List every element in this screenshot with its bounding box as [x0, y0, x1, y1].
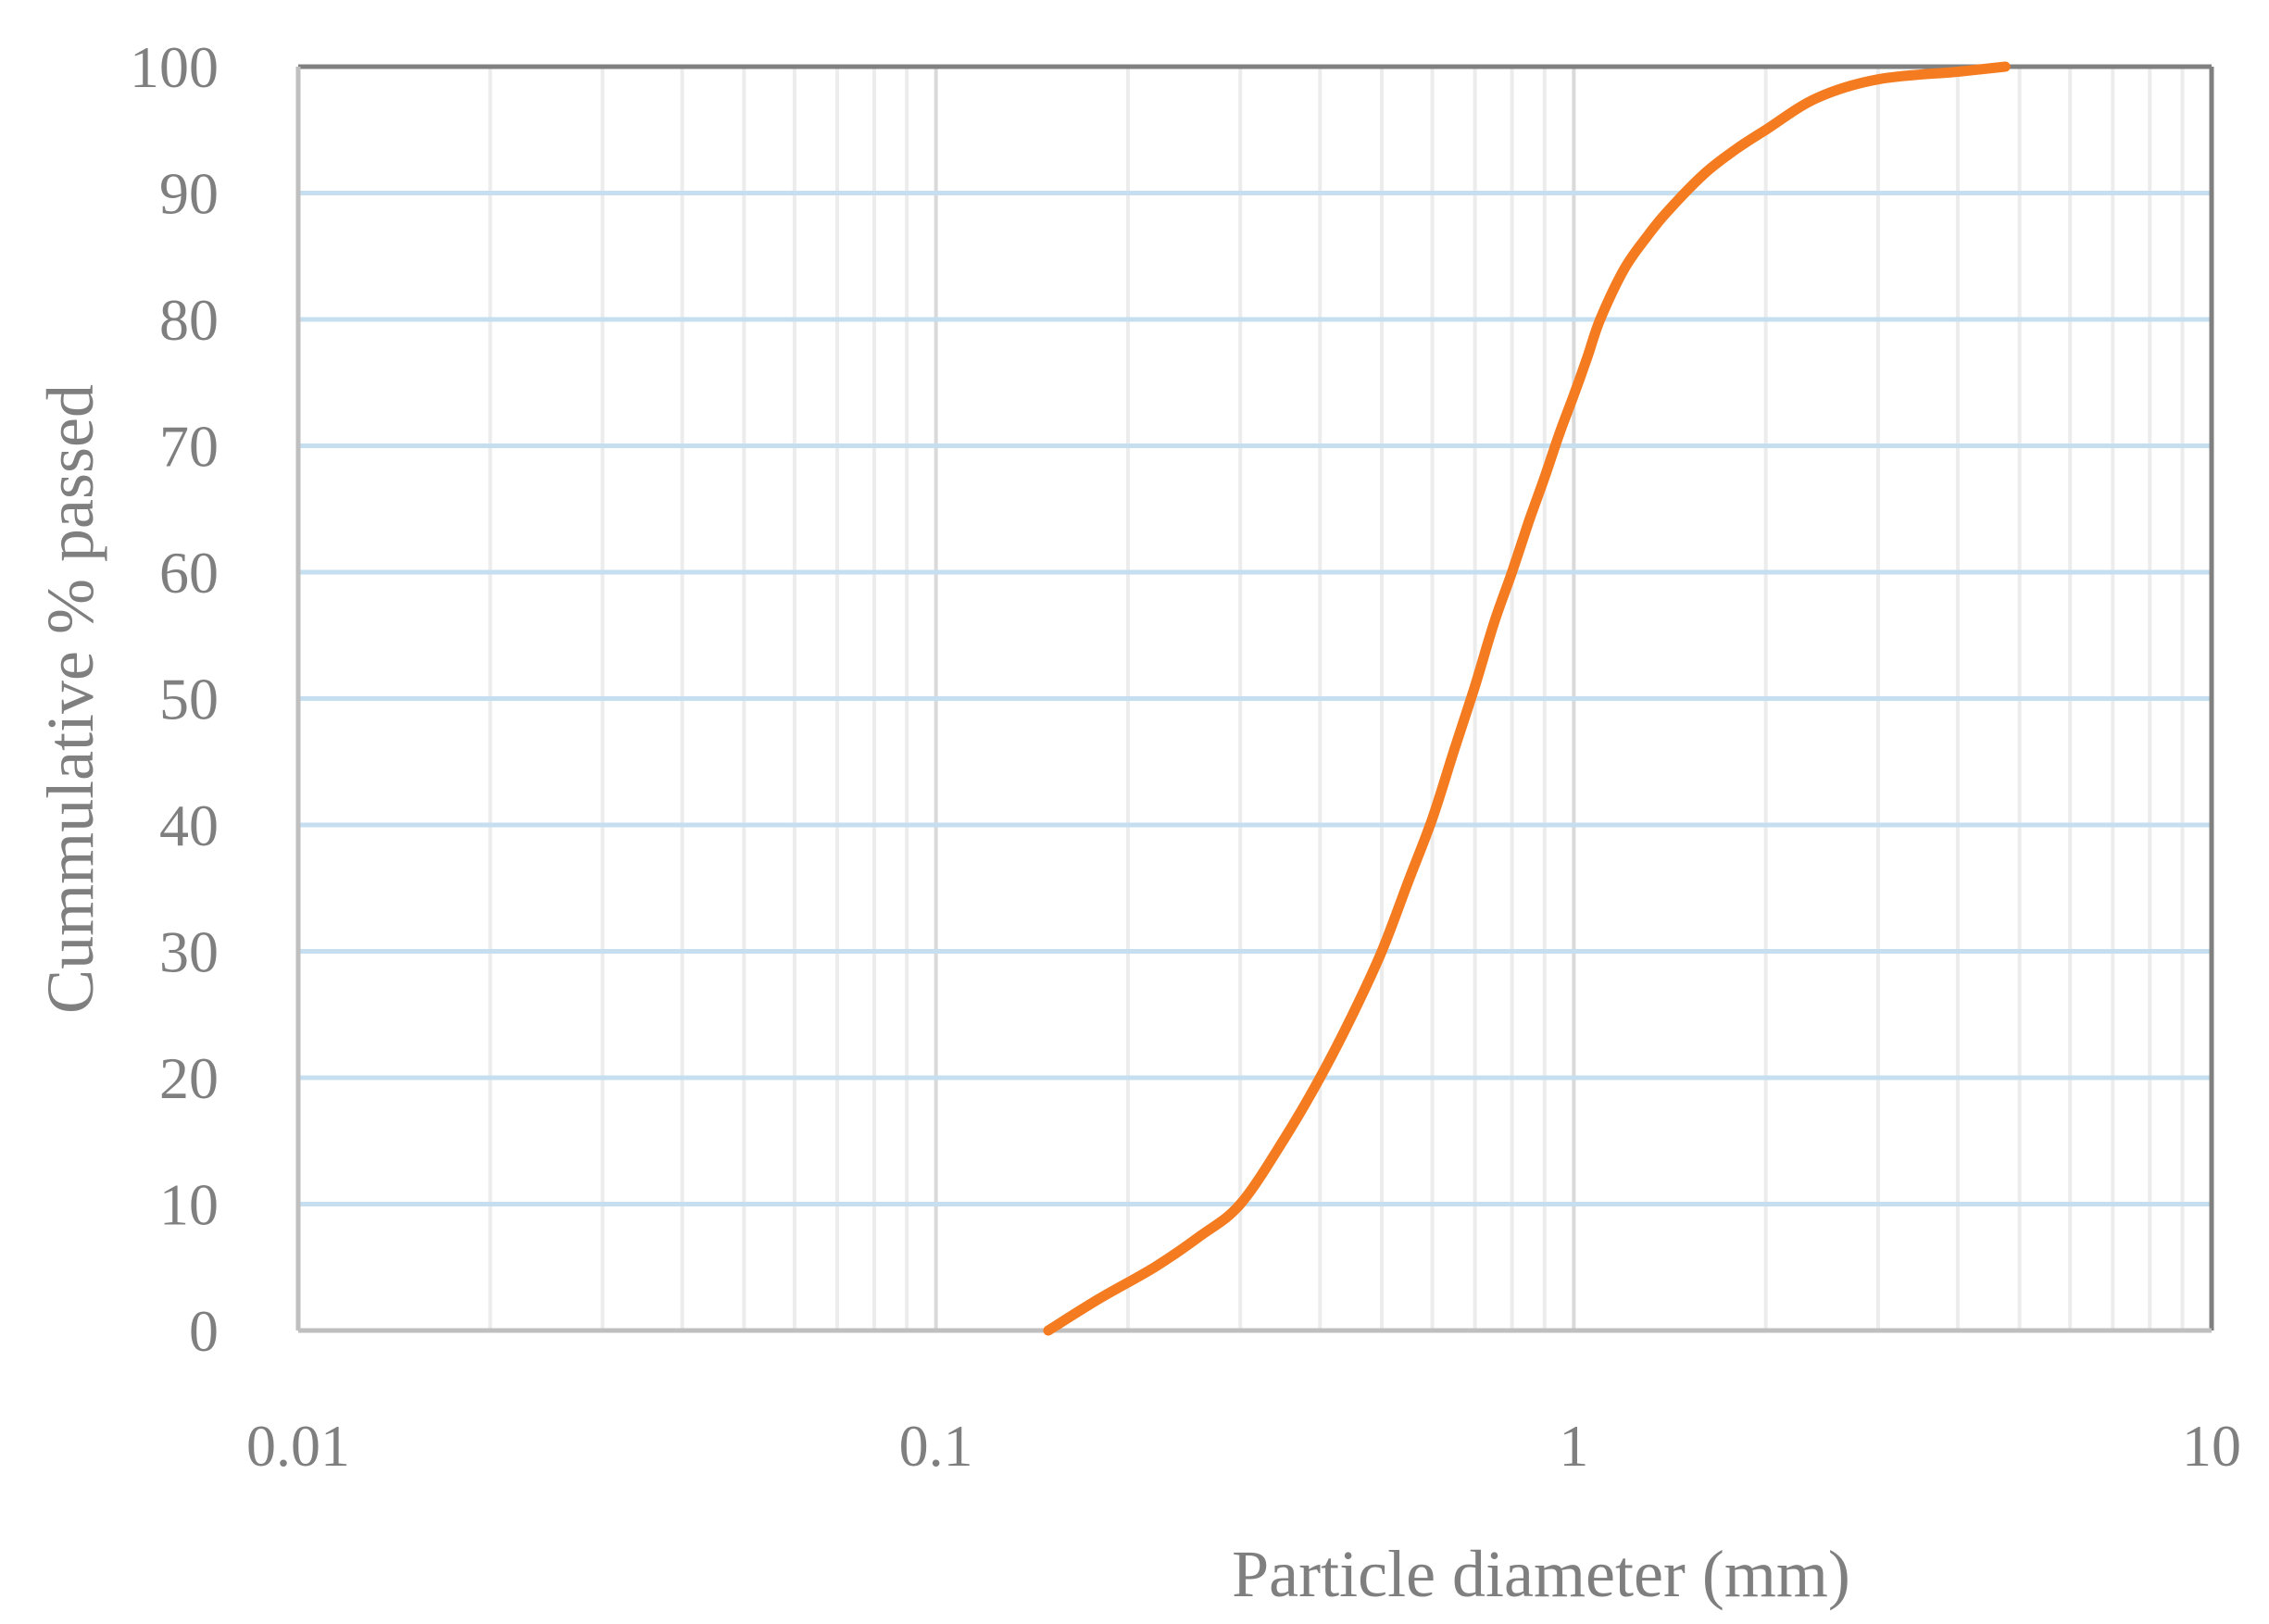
x-tick-label: 10: [2182, 1413, 2241, 1479]
y-tick-label: 20: [159, 1045, 219, 1111]
series-line: [1043, 61, 2011, 1336]
y-tick-label: 50: [159, 667, 219, 732]
y-tick-label: 60: [159, 540, 219, 606]
plot-frame: [295, 64, 2214, 1333]
y-tick-label: 70: [159, 414, 219, 480]
x-tick-label: 0.01: [246, 1413, 350, 1479]
x-tick-label: 1: [1559, 1413, 1588, 1479]
x-tick-labels: 0.01 0.1 1 10: [246, 1413, 2241, 1479]
y-tick-label: 10: [159, 1172, 219, 1238]
series-layer: [1043, 61, 2011, 1336]
x-axis-title: Particle diameter (mm): [1232, 1537, 1850, 1611]
y-tick-label: 40: [159, 793, 219, 858]
y-tick-label: 30: [159, 919, 219, 985]
y-tick-label: 80: [159, 287, 219, 353]
x-tick-label: 0.1: [899, 1413, 973, 1479]
horizontal-grid: [298, 191, 2212, 1206]
y-axis-title: Cummulative % passed: [33, 384, 107, 1014]
y-tick-labels: 0 10 20 30 40 50 60 70 80 90 100: [130, 34, 219, 1364]
y-tick-label: 90: [159, 161, 219, 227]
y-tick-label: 0: [189, 1298, 219, 1364]
y-tick-label: 100: [130, 34, 219, 100]
